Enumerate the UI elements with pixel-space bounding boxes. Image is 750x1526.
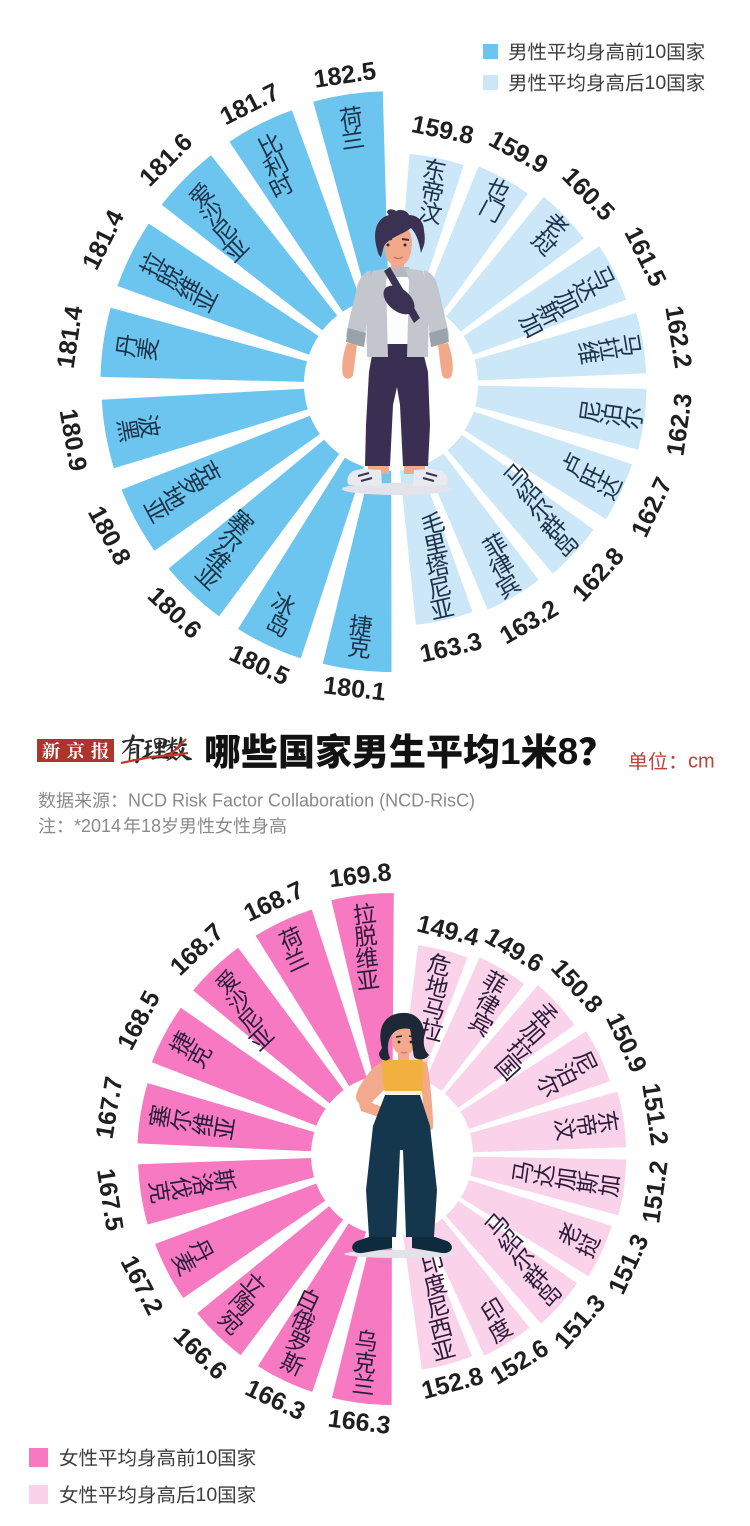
svg-text:10: 10	[196, 1447, 218, 1469]
svg-text:1: 1	[500, 731, 521, 772]
svg-text:10: 10	[645, 72, 667, 94]
svg-text:8: 8	[558, 731, 579, 772]
svg-text:cm: cm	[688, 751, 715, 773]
svg-text:18: 18	[141, 816, 161, 836]
svg-text:*2014: *2014	[74, 816, 121, 836]
svg-text:10: 10	[196, 1484, 218, 1506]
svg-text:NCD Risk Factor Collaboration: NCD Risk Factor Collaboration (NCD-RisC)	[128, 791, 475, 811]
svg-text:10: 10	[645, 41, 667, 63]
